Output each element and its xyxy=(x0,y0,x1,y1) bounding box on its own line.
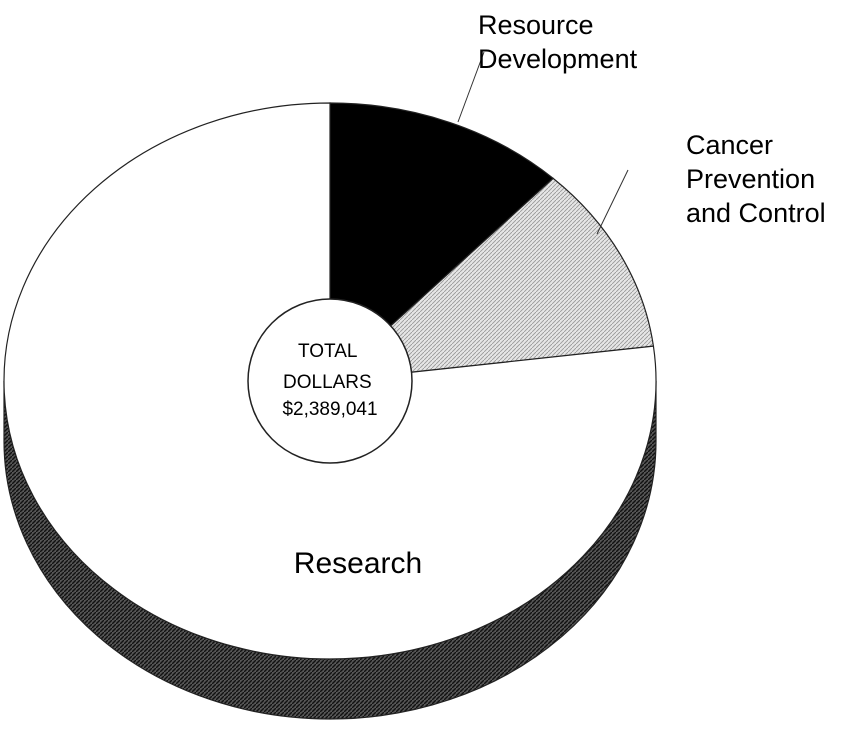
center-hole xyxy=(247,298,413,464)
leader-line-1 xyxy=(457,51,485,123)
slice-label-resource-development-line-1: Resource xyxy=(478,10,594,40)
slice-label-cancer-prevention-and-control-line-1: Cancer xyxy=(686,130,773,160)
center-label: TOTAL DOLLARS $2,389,041 xyxy=(282,341,377,420)
slice-label-cancer-prevention-and-control: Cancer Prevention and Control xyxy=(686,130,826,228)
slice-label-cancer-prevention-and-control-line-2: Prevention xyxy=(686,164,815,194)
center-label-line-3: $2,389,041 xyxy=(282,399,377,420)
slice-label-resource-development-line-2: Development xyxy=(478,44,638,74)
slice-label-resource-development: Resource Development xyxy=(478,10,638,74)
slice-label-cancer-prevention-and-control-line-3: and Control xyxy=(686,198,826,228)
slice-label-research: Research xyxy=(294,547,422,580)
center-label-line-2: DOLLARS xyxy=(283,372,372,393)
leader-lines xyxy=(457,51,629,235)
slice-labels: Resource Development Cancer Prevention and C… xyxy=(294,10,826,580)
slice-label-research-line-1: Research xyxy=(294,547,422,580)
center-label-line-1: TOTAL xyxy=(298,341,357,362)
slice-cancer-prevention-and-control xyxy=(328,177,655,382)
slice-resource-development xyxy=(329,102,555,383)
leader-line-2 xyxy=(596,169,629,235)
